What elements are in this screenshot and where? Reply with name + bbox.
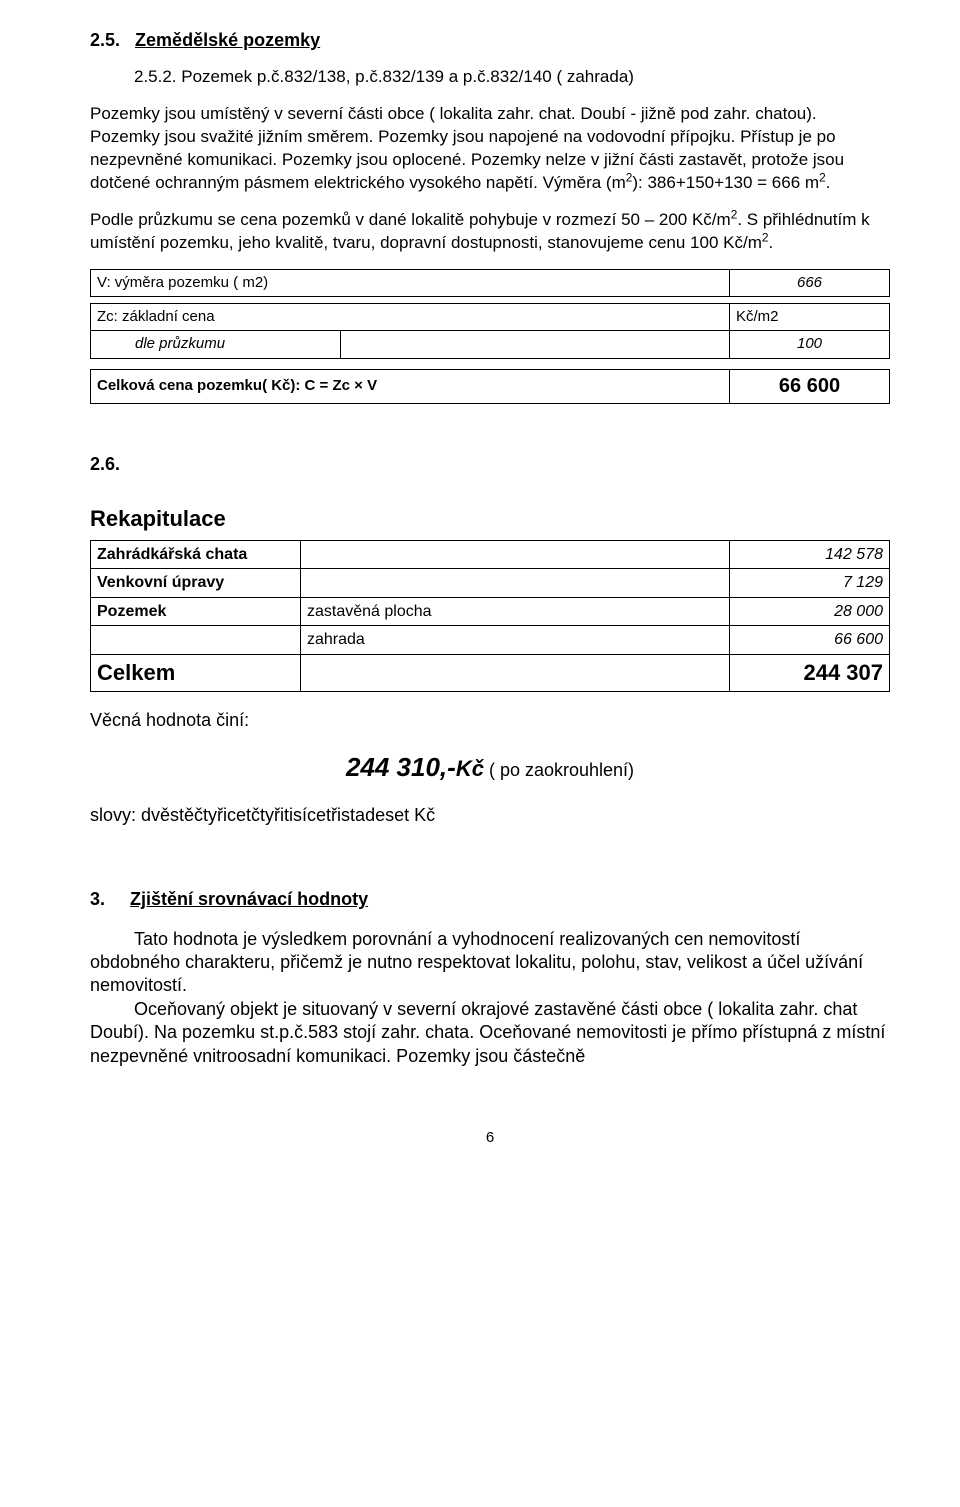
table-total: Celková cena pozemku( Kč): C = Zc × V 66…	[90, 369, 890, 404]
section-2-5-2-subheading: 2.5.2. Pozemek p.č.832/138, p.č.832/139 …	[134, 66, 890, 89]
section-2-6-title: Rekapitulace	[90, 504, 890, 534]
celkem-label: Celkem	[91, 654, 301, 691]
section-2-6-number: 2.6.	[90, 452, 890, 476]
sup-2-d: 2	[762, 230, 769, 244]
section-2-5-para-2: Podle průzkumu se cena pozemků v dané lo…	[90, 209, 890, 255]
table-row: zahrada 66 600	[91, 626, 890, 655]
table-vymera: V: výměra pozemku ( m2) 666	[90, 269, 890, 297]
celkem-empty	[301, 654, 730, 691]
table-row: dle průzkumu 100	[91, 331, 890, 358]
table-row: Pozemek zastavěná plocha 28 000	[91, 597, 890, 626]
page-number: 6	[90, 1128, 890, 1148]
zc-empty	[341, 331, 730, 358]
section-2-5-heading: 2.5. Zemědělské pozemky	[90, 28, 890, 52]
rekap-c2: zahrada	[301, 626, 730, 655]
price-amount: 244 310,-	[346, 752, 456, 782]
rekap-c1: Pozemek	[91, 597, 301, 626]
celkem-value: 244 307	[730, 654, 890, 691]
para1-text-b: ): 386+150+130 = 666 m	[632, 173, 819, 192]
rekap-c2: zastavěná plocha	[301, 597, 730, 626]
section-3-para-1: Tato hodnota je výsledkem porovnání a vy…	[90, 928, 890, 998]
table-row-celkem: Celkem 244 307	[91, 654, 890, 691]
price-currency: Kč	[456, 756, 484, 781]
section-2-5-title: Zemědělské pozemky	[135, 30, 320, 50]
sup-2-b: 2	[819, 170, 826, 184]
rekap-c1: Venkovní úpravy	[91, 569, 301, 598]
rekap-c3: 28 000	[730, 597, 890, 626]
zc-label: Zc: základní cena	[91, 304, 730, 331]
table-zc: Zc: základní cena Kč/m2 dle průzkumu 100	[90, 303, 890, 359]
rekap-c3: 7 129	[730, 569, 890, 598]
rekap-c1	[91, 626, 301, 655]
para2-text-a: Podle průzkumu se cena pozemků v dané lo…	[90, 210, 731, 229]
table-row: Venkovní úpravy 7 129	[91, 569, 890, 598]
vymera-value: 666	[730, 269, 890, 296]
vecna-hodnota-label: Věcná hodnota činí:	[90, 708, 890, 732]
section-3-number: 3.	[90, 889, 105, 909]
zc-pruzkum-label: dle průzkumu	[91, 331, 341, 358]
section-3-heading: 3. Zjištění srovnávací hodnoty	[90, 887, 890, 911]
final-price: 244 310,-Kč ( po zaokrouhlení)	[90, 750, 890, 785]
rekap-c3: 66 600	[730, 626, 890, 655]
price-in-words: slovy: dvěstěčtyřicetčtyřitisícetřistade…	[90, 803, 890, 827]
zc-pruzkum-value: 100	[730, 331, 890, 358]
section-2-5-para-1: Pozemky jsou umístěný v severní části ob…	[90, 103, 890, 195]
rekap-c2	[301, 569, 730, 598]
table-rekapitulace: Zahrádkářská chata 142 578 Venkovní úpra…	[90, 540, 890, 692]
table-row: V: výměra pozemku ( m2) 666	[91, 269, 890, 296]
price-note: ( po zaokrouhlení)	[484, 760, 634, 780]
rekap-c2	[301, 540, 730, 569]
table-row: Zc: základní cena Kč/m2	[91, 304, 890, 331]
section-3-title: Zjištění srovnávací hodnoty	[130, 889, 368, 909]
rekap-c3: 142 578	[730, 540, 890, 569]
table-row: Celková cena pozemku( Kč): C = Zc × V 66…	[91, 369, 890, 403]
zc-unit: Kč/m2	[730, 304, 890, 331]
section-3-para-2: Oceňovaný objekt je situovaný v severní …	[90, 998, 890, 1068]
section-2-5-number: 2.5.	[90, 30, 120, 50]
total-label: Celková cena pozemku( Kč): C = Zc × V	[91, 369, 730, 403]
table-row: Zahrádkářská chata 142 578	[91, 540, 890, 569]
total-value: 66 600	[730, 369, 890, 403]
rekap-c1: Zahrádkářská chata	[91, 540, 301, 569]
vymera-label: V: výměra pozemku ( m2)	[91, 269, 730, 296]
